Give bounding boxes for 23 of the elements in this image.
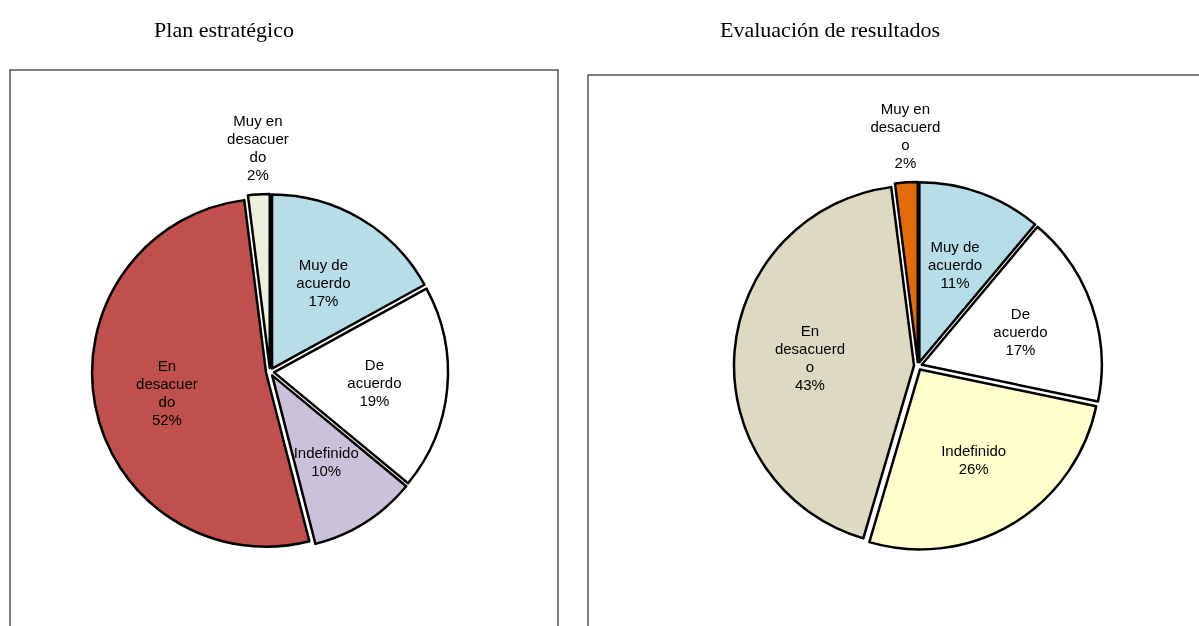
pie-slice [868, 368, 1098, 551]
slice-label: Muy de acuerdo [296, 255, 351, 291]
data-label: 52% [151, 410, 182, 428]
slice-label: Indefinido [293, 443, 359, 461]
data-label: 2% [247, 166, 269, 184]
slice-label: En desacuerdo [774, 322, 845, 376]
data-label: 43% [794, 376, 825, 394]
slice-label: En desacuerdo [136, 356, 198, 410]
data-label: 2% [894, 154, 917, 171]
data-label: 19% [359, 391, 390, 409]
data-label: 17% [1005, 340, 1036, 358]
chart-title: Plan estratégico [154, 17, 294, 42]
slice-label: Muy de acuerdo [927, 238, 983, 274]
data-label: 11% [940, 274, 970, 292]
slice-label: De acuerdo [347, 355, 402, 391]
data-label: 17% [308, 291, 339, 309]
data-label: 26% [958, 460, 989, 478]
chart-title: Evaluación de resultados [720, 17, 940, 42]
data-label: 10% [311, 461, 342, 479]
slice-label: Indefinido [941, 442, 1007, 460]
slice-label: Muy en desacuerdo [227, 112, 289, 166]
slice-label: De acuerdo [993, 304, 1048, 340]
slice-label: Muy en desacuerdo [870, 100, 941, 153]
